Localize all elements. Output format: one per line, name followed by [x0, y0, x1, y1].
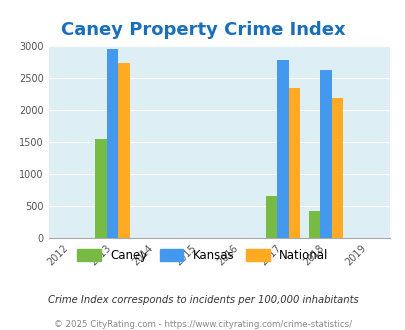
Bar	[308, 211, 319, 238]
Text: Caney Property Crime Index: Caney Property Crime Index	[60, 21, 345, 40]
Bar	[118, 63, 130, 238]
Bar	[319, 70, 331, 238]
Legend: Caney, Kansas, National: Caney, Kansas, National	[72, 244, 333, 266]
Bar	[95, 139, 107, 238]
Bar	[331, 98, 342, 238]
Bar	[277, 60, 288, 238]
Bar	[265, 196, 277, 238]
Text: Crime Index corresponds to incidents per 100,000 inhabitants: Crime Index corresponds to incidents per…	[47, 295, 358, 305]
Text: © 2025 CityRating.com - https://www.cityrating.com/crime-statistics/: © 2025 CityRating.com - https://www.city…	[54, 320, 351, 329]
Bar	[288, 88, 300, 238]
Bar	[107, 50, 118, 238]
